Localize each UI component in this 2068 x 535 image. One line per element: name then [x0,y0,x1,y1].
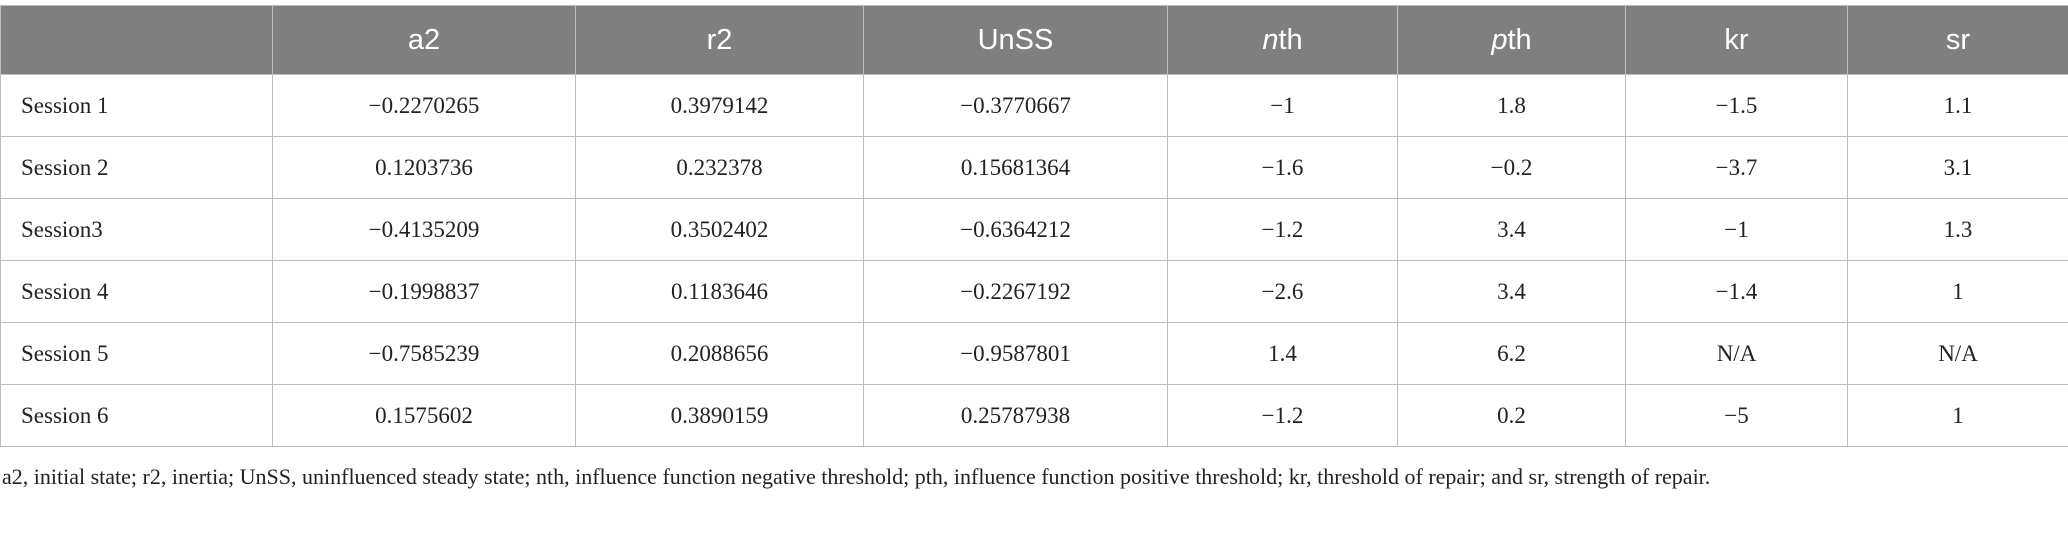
table-cell: N/A [1625,322,1848,385]
header-cell: sr [1847,5,2068,75]
header-cell: kr [1625,5,1848,75]
header-cell: a2 [272,5,576,75]
table-cell: 3.1 [1847,136,2068,199]
table-cell: −0.2267192 [863,260,1168,323]
table-cell: 1.3 [1847,198,2068,261]
table-cell: −1 [1625,198,1848,261]
header-cell: UnSS [863,5,1168,75]
table-cell: −0.3770667 [863,74,1168,137]
table-cell: −3.7 [1625,136,1848,199]
header-row: a2 r2 UnSS nth pth kr sr [0,5,2068,75]
header-text: pth [1491,23,1532,56]
row-label: Session 4 [0,260,273,323]
table-cell: −0.9587801 [863,322,1168,385]
table-cell: 0.1183646 [575,260,864,323]
table-row: Session 1 −0.2270265 0.3979142 −0.3770667 −1… [0,74,2068,137]
header-text: kr [1724,23,1749,56]
header-cell: nth [1167,5,1398,75]
table-cell: 0.1575602 [272,384,576,447]
table-cell: −1 [1167,74,1398,137]
table-cell: 1.1 [1847,74,2068,137]
table-cell: −0.6364212 [863,198,1168,261]
footnote: a2, initial state; r2, inertia; UnSS, un… [2,464,1711,489]
table-cell: 1 [1847,384,2068,447]
table-cell: −0.4135209 [272,198,576,261]
header-text: sr [1945,23,1971,56]
table-cell: 1.8 [1397,74,1626,137]
table-cell: −0.2270265 [272,74,576,137]
table-cell: 1.4 [1167,322,1398,385]
table-cell: −5 [1625,384,1848,447]
table-cell: −1.4 [1625,260,1848,323]
row-label: Session 2 [0,136,273,199]
header-cell: pth [1397,5,1626,75]
table-cell: 0.3890159 [575,384,864,447]
table-cell: 1 [1847,260,2068,323]
table-cell: −0.2 [1397,136,1626,199]
row-label: Session 6 [0,384,273,447]
table-cell: −1.6 [1167,136,1398,199]
table-row: Session 2 0.1203736 0.232378 0.15681364 −1.6… [0,136,2068,199]
table-body: Session 1 −0.2270265 0.3979142 −0.3770667 −1… [0,74,2068,447]
header-cell [0,5,273,75]
table-cell: 0.1203736 [272,136,576,199]
table-row: Session3 −0.4135209 0.3502402 −0.6364212 −1.… [0,198,2068,261]
table-cell: N/A [1847,322,2068,385]
table-cell: 0.2 [1397,384,1626,447]
header-text: UnSS [977,23,1054,56]
table-cell: 3.4 [1397,260,1626,323]
table-cell: −1.2 [1167,384,1398,447]
header-text: r2 [706,23,733,56]
table-cell: 0.2088656 [575,322,864,385]
header-cell: r2 [575,5,864,75]
table-cell: 0.3502402 [575,198,864,261]
row-label: Session3 [0,198,273,261]
table-cell: 6.2 [1397,322,1626,385]
header-text: nth [1262,23,1303,56]
header-text: a2 [407,23,441,56]
table-cell: −1.2 [1167,198,1398,261]
table-row: Session 4 −0.1998837 0.1183646 −0.2267192 −2… [0,260,2068,323]
table-cell: 0.232378 [575,136,864,199]
table-cell: 0.15681364 [863,136,1168,199]
table-cell: −2.6 [1167,260,1398,323]
table-cell: 0.25787938 [863,384,1168,447]
table-cell: −1.5 [1625,74,1848,137]
table-cell: 3.4 [1397,198,1626,261]
row-label: Session 1 [0,74,273,137]
data-table: a2 r2 UnSS nth pth kr sr Session 1 −0.2270265 0.… [0,5,2068,447]
table-row: Session 5 −0.7585239 0.2088656 −0.9587801 1.… [0,322,2068,385]
table-cell: 0.3979142 [575,74,864,137]
row-label: Session 5 [0,322,273,385]
table-cell: −0.7585239 [272,322,576,385]
table-cell: −0.1998837 [272,260,576,323]
table-row: Session 6 0.1575602 0.3890159 0.25787938 −1.… [0,384,2068,447]
